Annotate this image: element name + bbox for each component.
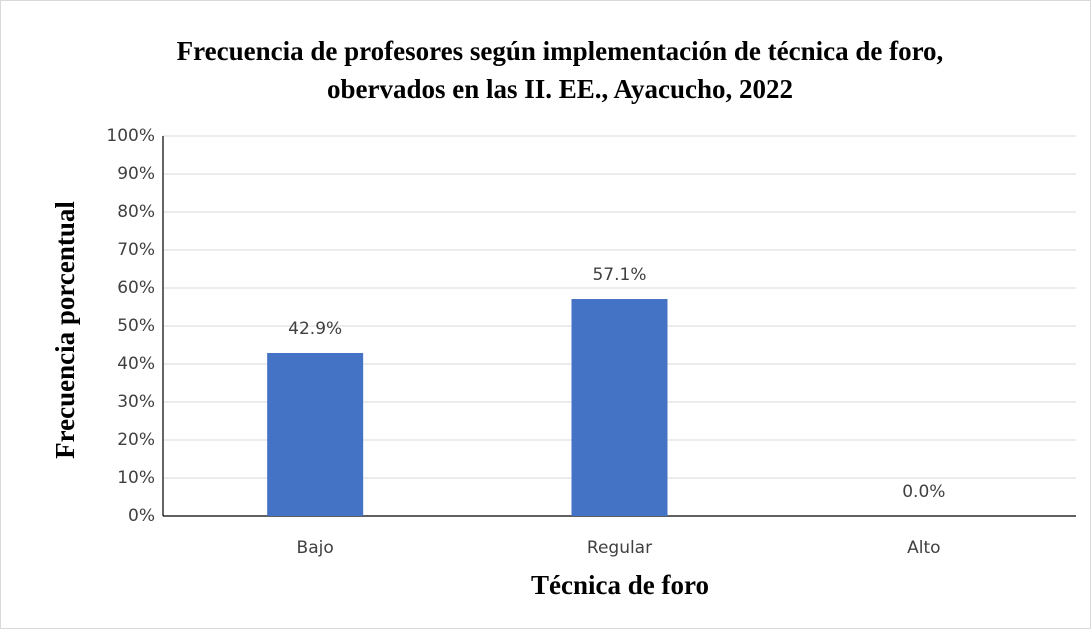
data-label: 57.1% [592, 265, 646, 285]
data-label: 0.0% [902, 482, 945, 502]
x-tick-label: Bajo [297, 538, 334, 558]
y-tick-label: 30% [117, 392, 155, 412]
chart-title: Frecuencia de profesores según implement… [176, 36, 944, 104]
y-tick-label: 0% [128, 506, 155, 526]
y-tick-label: 40% [117, 354, 155, 374]
bar [571, 299, 668, 516]
x-tick-label: Alto [907, 538, 940, 558]
x-tick-label: Regular [587, 538, 652, 558]
y-tick-label: 90% [117, 164, 155, 184]
y-tick-label: 70% [117, 240, 155, 260]
y-tick-label: 80% [117, 202, 155, 222]
y-tick-label: 60% [117, 278, 155, 298]
y-tick-label: 100% [106, 126, 155, 146]
y-axis-label: Frecuencia porcentual [50, 201, 80, 459]
bar [267, 352, 364, 516]
x-axis-label: Técnica de foro [531, 570, 709, 600]
data-label: 42.9% [288, 319, 342, 339]
y-tick-label: 50% [117, 316, 155, 336]
y-tick-label: 10% [117, 468, 155, 488]
y-tick-label: 20% [117, 430, 155, 450]
